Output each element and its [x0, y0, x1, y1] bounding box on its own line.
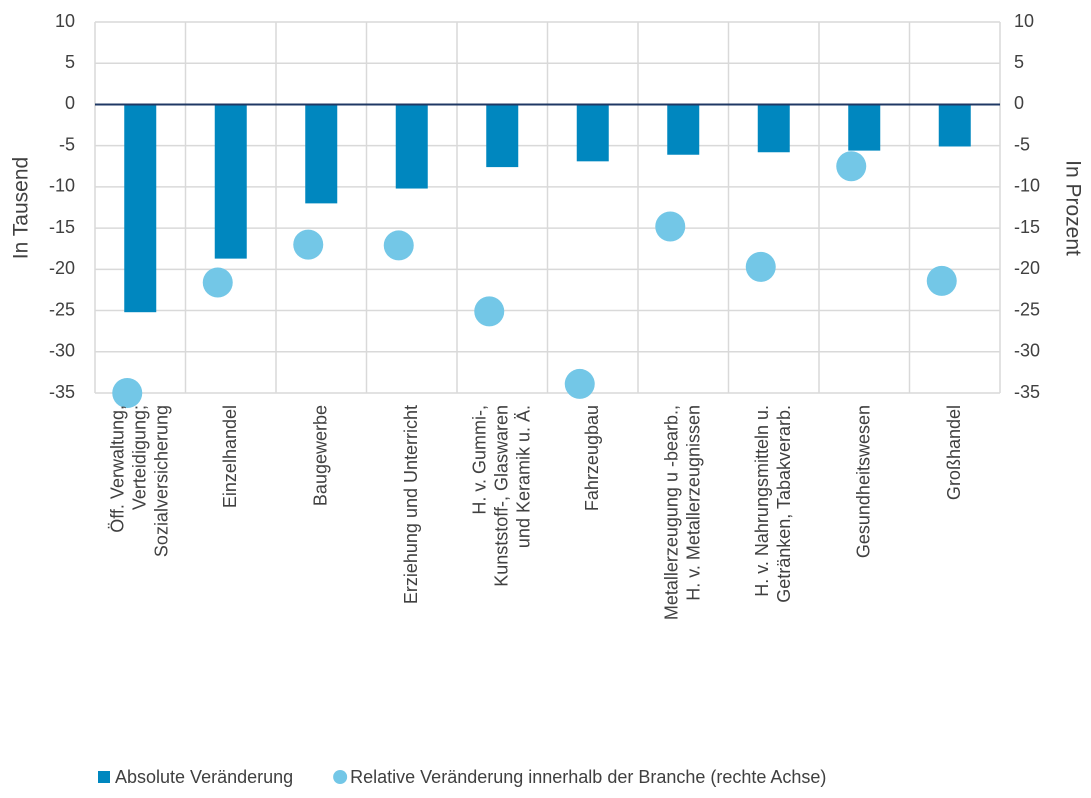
point	[745, 251, 776, 282]
y2-axis-title: In Prozent	[1061, 160, 1084, 256]
legend-swatch	[333, 770, 348, 784]
bar	[214, 104, 247, 259]
bar	[757, 104, 790, 153]
x-tick-label: Großhandel	[944, 405, 964, 500]
y-axis-title: In Tausend	[10, 157, 33, 259]
x-tick-label: Einzelhandel	[220, 405, 240, 508]
point	[926, 265, 957, 296]
bar	[576, 104, 609, 162]
y2-tick-label: 10	[1014, 11, 1034, 31]
y-tick-label: 5	[65, 52, 75, 72]
bar	[667, 104, 700, 155]
bar	[305, 104, 338, 204]
y-tick-label: -20	[49, 258, 75, 278]
y2-tick-label: -10	[1014, 176, 1040, 196]
point	[383, 230, 414, 261]
x-tick-label: Öff. Verwaltung, Verteidigung; Sozialversi…	[107, 405, 171, 557]
bar	[124, 104, 157, 313]
point	[836, 151, 867, 182]
legend-label: Absolute Veränderung	[115, 767, 293, 787]
point	[112, 378, 143, 408]
y2-tick-label: -20	[1014, 258, 1040, 278]
y-tick-label: 10	[55, 11, 75, 31]
legend-label: Relative Veränderung innerhalb der Branc…	[350, 767, 826, 787]
point	[202, 267, 233, 298]
y-tick-label: 0	[65, 93, 75, 113]
x-tick-label: Gesundheitswesen	[853, 405, 873, 558]
bar	[848, 104, 881, 151]
y-tick-label: -10	[49, 176, 75, 196]
point	[293, 229, 324, 260]
y2-tick-label: -5	[1014, 134, 1030, 154]
y2-tick-label: -15	[1014, 217, 1040, 237]
x-tick-label: Erziehung und Unterricht	[401, 405, 421, 604]
bar	[395, 104, 428, 189]
point	[564, 368, 595, 399]
bar	[486, 104, 519, 168]
x-tick-label: Fahrzeugbau	[582, 405, 602, 511]
y-tick-label: -5	[59, 134, 75, 154]
bar	[938, 104, 971, 147]
x-tick-label: Baugewerbe	[310, 405, 330, 506]
y2-tick-label: 0	[1014, 93, 1024, 113]
point	[655, 211, 686, 242]
y-tick-label: -15	[49, 217, 75, 237]
x-tick-label: H. v. Nahrungsmitteln u. Getränken, Tabak…	[752, 405, 794, 603]
point	[474, 296, 505, 327]
x-tick-label: Metallerzeugung u -bearb., H. v. Metaller…	[661, 405, 703, 620]
y2-tick-label: -25	[1014, 299, 1040, 319]
y-tick-label: -35	[49, 382, 75, 402]
x-tick-label: H. v. Gummi-, Kunststoff-, Glaswaren und K…	[469, 405, 533, 587]
y-tick-label: -25	[49, 299, 75, 319]
y-tick-label: -30	[49, 341, 75, 361]
legend-swatch	[98, 771, 110, 783]
y2-tick-label: 5	[1014, 52, 1024, 72]
y2-tick-label: -35	[1014, 382, 1040, 402]
y2-tick-label: -30	[1014, 341, 1040, 361]
